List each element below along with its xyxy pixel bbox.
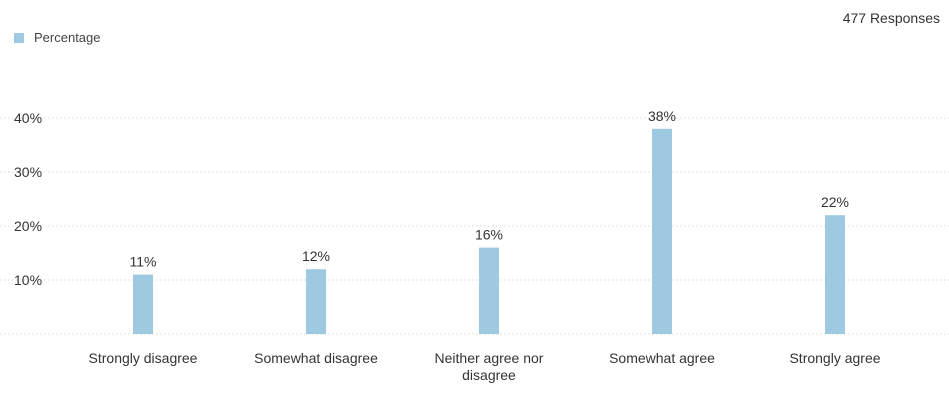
y-tick-label: 30% xyxy=(14,164,42,180)
bar xyxy=(652,128,672,334)
data-label: 22% xyxy=(821,194,849,210)
x-axis-categories: Strongly disagree Somewhat disagree Neithe… xyxy=(89,350,881,383)
data-label: 12% xyxy=(302,248,330,264)
data-labels: 11% 12% 16% 38% 22% xyxy=(130,108,850,270)
responses-count: 477 Responses xyxy=(842,10,940,26)
x-category-label: Strongly disagree xyxy=(89,350,198,366)
x-category-label: Strongly agree xyxy=(789,350,880,366)
y-tick-label: 20% xyxy=(14,218,42,234)
y-axis-ticks: 10% 20% 30% 40% xyxy=(14,110,42,288)
legend-swatch xyxy=(14,32,24,43)
bar xyxy=(306,269,326,334)
bar xyxy=(133,274,153,334)
x-category-label: disagree xyxy=(462,367,516,383)
data-label: 38% xyxy=(648,108,676,124)
y-tick-label: 40% xyxy=(14,110,42,126)
legend: Percentage xyxy=(14,30,101,45)
y-tick-label: 10% xyxy=(14,272,42,288)
x-category-label: Neither agree nor xyxy=(435,350,544,366)
data-label: 16% xyxy=(475,227,503,243)
legend-label: Percentage xyxy=(34,30,101,45)
bar xyxy=(825,215,845,334)
data-label: 11% xyxy=(130,254,157,270)
bar xyxy=(479,247,499,334)
bars xyxy=(133,128,845,334)
x-category-label: Somewhat disagree xyxy=(254,350,378,366)
x-category-label: Somewhat agree xyxy=(609,350,715,366)
